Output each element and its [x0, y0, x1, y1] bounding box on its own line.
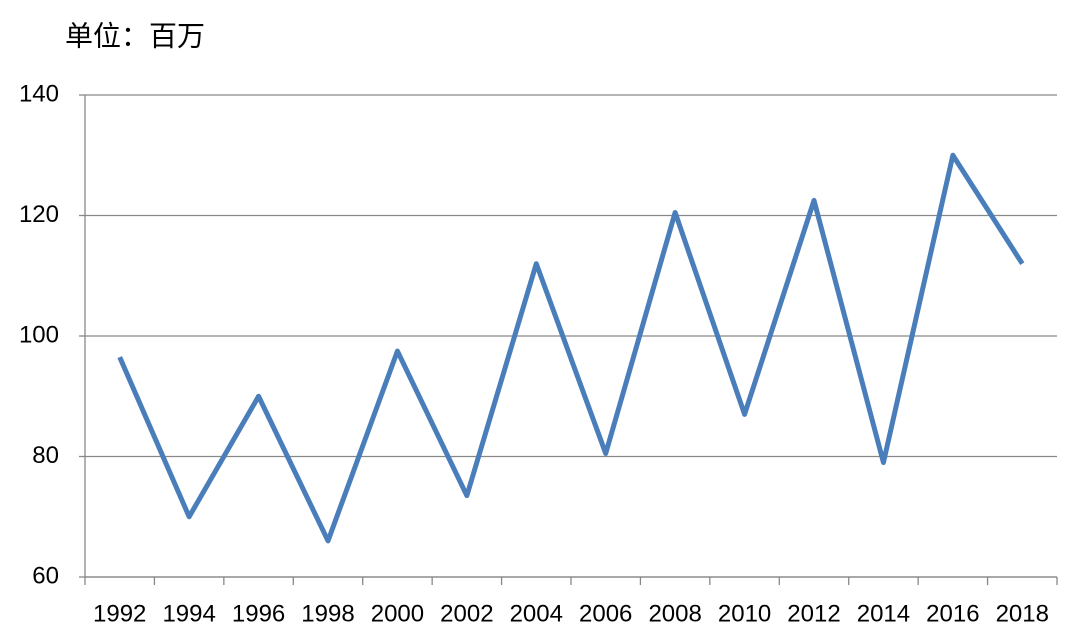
x-tick-label: 2012 — [787, 600, 840, 627]
x-tick-label: 1992 — [93, 600, 146, 627]
y-tick-label: 120 — [19, 201, 59, 228]
x-tick-label: 2018 — [996, 600, 1049, 627]
chart-title: 单位：百万 — [65, 20, 205, 51]
y-tick-label: 60 — [32, 562, 59, 589]
x-tick-label: 1998 — [301, 600, 354, 627]
x-tick-label: 2016 — [926, 600, 979, 627]
x-tick-label: 1994 — [162, 600, 215, 627]
y-tick-label: 100 — [19, 321, 59, 348]
x-tick-label: 2002 — [440, 600, 493, 627]
x-tick-label: 2014 — [857, 600, 910, 627]
x-tick-label: 1996 — [232, 600, 285, 627]
y-tick-label: 140 — [19, 80, 59, 107]
x-tick-label: 2006 — [579, 600, 632, 627]
x-tick-label: 2010 — [718, 600, 771, 627]
x-tick-label: 2000 — [371, 600, 424, 627]
x-tick-label: 2004 — [510, 600, 563, 627]
data-line — [117, 152, 1025, 544]
y-tick-label: 80 — [32, 442, 59, 469]
x-tick-label: 2008 — [648, 600, 701, 627]
